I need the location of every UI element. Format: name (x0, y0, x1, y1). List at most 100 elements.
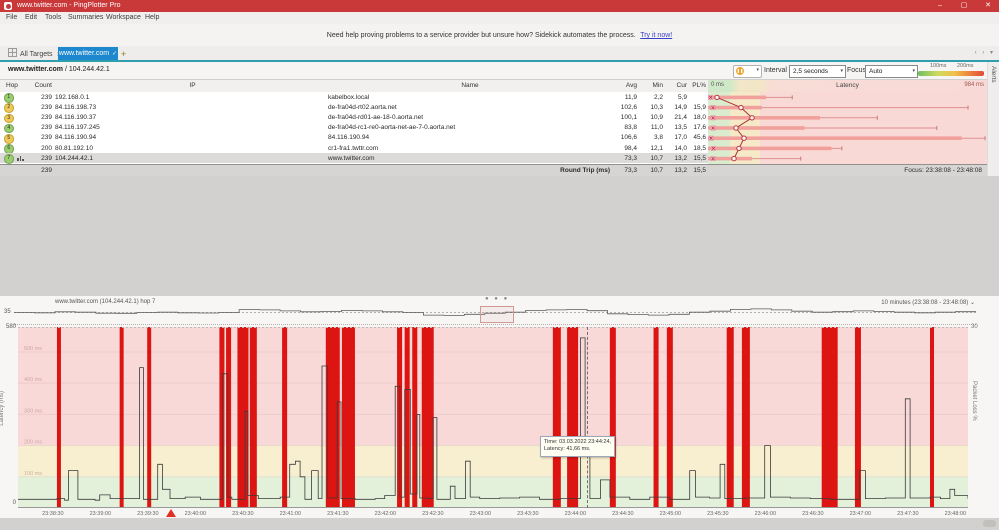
x-axis-tick: 23:48:00 (944, 511, 967, 517)
tab-scroll-icons[interactable]: ‹ › ▾ (974, 50, 995, 56)
alerts-tab-label: Alerts (990, 66, 997, 83)
workspace-background (0, 176, 999, 296)
grid-icon (8, 48, 17, 57)
round-trip-label: Round Trip (ms) (560, 167, 610, 174)
hop-status-badge: 4 (4, 123, 14, 134)
tab-bar: All Targets✕ www.twitter.com✓ + ‹ › ▾ (0, 46, 999, 61)
menu-edit[interactable]: Edit (25, 14, 38, 21)
legend-200ms: 200ms (957, 63, 974, 69)
svg-text:200 ms: 200 ms (24, 440, 42, 446)
menu-summaries[interactable]: Summaries (68, 14, 104, 21)
hop-status-badge: 1 (4, 93, 14, 103)
timeline-range-select[interactable]: 10 minutes (23:38:08 - 23:48:08) ⌄ (881, 300, 975, 306)
app-icon (4, 2, 12, 10)
x-axis-tick: 23:47:00 (849, 511, 872, 517)
col-latency-scale: 0 ms Latency 984 ms (708, 80, 987, 93)
col-hop[interactable]: Hop (6, 82, 18, 89)
latency-scale-max: 984 ms (964, 82, 984, 88)
minimize-button[interactable]: – (938, 2, 942, 9)
x-axis-tick: 23:42:00 (374, 511, 397, 517)
hop-status-badge: 3 (4, 113, 14, 124)
x-axis-tick: 23:41:30 (327, 511, 349, 517)
close-button[interactable]: ✕ (985, 2, 991, 9)
menu-bar: File Edit Tools Summaries Workspace Help (0, 12, 999, 24)
col-min[interactable]: Min (652, 82, 663, 89)
x-axis-tick: 23:44:30 (612, 511, 634, 517)
x-axis-tick: 23:46:00 (754, 511, 777, 517)
table-row-hop1[interactable]: 1 239 192.168.0.1 kabelbox.local 11,9 2,… (0, 92, 987, 103)
table-row-hop5[interactable]: 5 239 84.116.190.94 84.116.190.94 106,6 … (0, 133, 987, 144)
maximize-button[interactable]: ▢ (960, 2, 968, 9)
table-row-hop6[interactable]: 6 200 80.81.192.10 cr1-fra1.twttr.com 98… (0, 143, 987, 154)
try-it-now-link[interactable]: Try it now! (640, 32, 673, 39)
overview-focus-region[interactable] (480, 306, 514, 323)
new-tab-button[interactable]: + (121, 49, 127, 59)
col-count[interactable]: Count (34, 82, 52, 89)
alert-marker-icon[interactable] (166, 509, 176, 517)
timeline-graph-icon (17, 156, 25, 162)
focus-select[interactable]: Auto ▾ (865, 65, 918, 78)
target-toolbar: www.twitter.com / 104.244.42.1 ❚❚ ▾ Inte… (0, 62, 999, 80)
hop-status-badge: 5 (4, 133, 14, 144)
col-ip[interactable]: IP (189, 82, 196, 89)
title-bar: www.twitter.com - PingPlotter Pro – ▢ ✕ (0, 0, 999, 12)
col-cur[interactable]: Cur (676, 82, 687, 89)
menu-tools[interactable]: Tools (45, 14, 62, 21)
chevron-down-icon[interactable]: ▾ (756, 67, 759, 73)
notice-text: Need help proving problems to a service … (326, 32, 636, 39)
chevron-down-icon: ▾ (912, 68, 915, 74)
accent-divider (0, 60, 999, 62)
x-axis-tick: 23:38:30 (42, 511, 64, 517)
table-row-hop4[interactable]: 4 239 84.116.197.245 de-fra04d-rc1-re0-a… (0, 123, 987, 134)
col-avg[interactable]: Avg (625, 82, 637, 89)
overview-axis-label: 35 (4, 309, 11, 315)
session-overview-graph[interactable] (14, 304, 976, 321)
timeline-title: www.twitter.com (104.244.42.1) hop 7 (55, 299, 156, 305)
round-trip-avg: 73,3 (624, 167, 637, 174)
round-trip-count: 239 (41, 167, 52, 174)
menu-file[interactable]: File (6, 14, 18, 21)
table-row-hop2[interactable]: 2 239 84.116.198.73 de-fra04d-rt02.aorta… (0, 102, 987, 113)
round-trip-cur: 13,2 (674, 167, 687, 174)
splitter-handle[interactable]: ● ● ● (485, 296, 510, 302)
latency-scale-title: Latency (836, 82, 859, 89)
overview-divider (14, 324, 976, 325)
latency-timeline-graph[interactable]: 100 ms 200 ms 300 ms 400 ms 500 ms (18, 327, 968, 508)
x-axis-tick: 23:41:00 (279, 511, 302, 517)
col-name[interactable]: Name (461, 82, 479, 89)
x-axis-tick: 23:42:30 (422, 511, 444, 517)
timeline-pane: ● ● ● www.twitter.com (104.244.42.1) hop… (0, 296, 999, 518)
trace-table-header: Hop Count IP Name Avg Min Cur PL% 0 ms L… (0, 79, 987, 94)
hover-cursor-line (587, 327, 588, 508)
tab-www-twitter-com[interactable]: www.twitter.com ✓ (58, 47, 118, 61)
focus-range-label: Focus: 23:38:08 - 23:48:08 (904, 167, 982, 174)
latency-color-scale (918, 71, 984, 76)
hop-latency-bars-graph (708, 92, 987, 164)
menu-help[interactable]: Help (145, 14, 160, 21)
svg-text:400 ms: 400 ms (24, 377, 42, 383)
x-axis-tick: 23:40:00 (184, 511, 207, 517)
latency-scale-min: 0 ms (711, 82, 725, 88)
table-row-hop7-selected[interactable]: 7 239 104.244.42.1 www.twitter.com 73,3 … (0, 153, 987, 164)
pause-icon: ❚❚ (736, 67, 744, 75)
x-axis-tick: 23:45:00 (659, 511, 682, 517)
round-trip-pl: 15,5 (693, 167, 706, 174)
chevron-down-icon: ▾ (840, 68, 843, 74)
x-axis-tick: 23:46:30 (802, 511, 824, 517)
x-axis-tick: 23:44:00 (564, 511, 587, 517)
x-axis-tick: 23:39:30 (137, 511, 159, 517)
y2-axis-title: Packet Loss % (971, 381, 977, 421)
pause-resume-button[interactable]: ❚❚ ▾ (733, 65, 762, 78)
svg-text:500 ms: 500 ms (24, 346, 42, 352)
chevron-down-icon: ⌄ (969, 300, 975, 306)
x-axis-tick: 23:40:30 (232, 511, 254, 517)
menu-workspace[interactable]: Workspace (106, 14, 141, 21)
y-axis-max: 580 (5, 324, 16, 330)
col-pl[interactable]: PL% (692, 82, 706, 89)
y2-axis-max: 30 (971, 324, 978, 330)
round-trip-row: 239 Round Trip (ms) 73,3 10,7 13,2 15,5 … (0, 164, 987, 177)
interval-select[interactable]: 2,5 seconds ▾ (789, 65, 846, 78)
x-axis-tick: 23:45:30 (707, 511, 729, 517)
table-row-hop3[interactable]: 3 239 84.116.190.37 de-fra04d-rd01-ae-18… (0, 112, 987, 124)
horizontal-scrollbar-thumb[interactable] (983, 520, 996, 527)
